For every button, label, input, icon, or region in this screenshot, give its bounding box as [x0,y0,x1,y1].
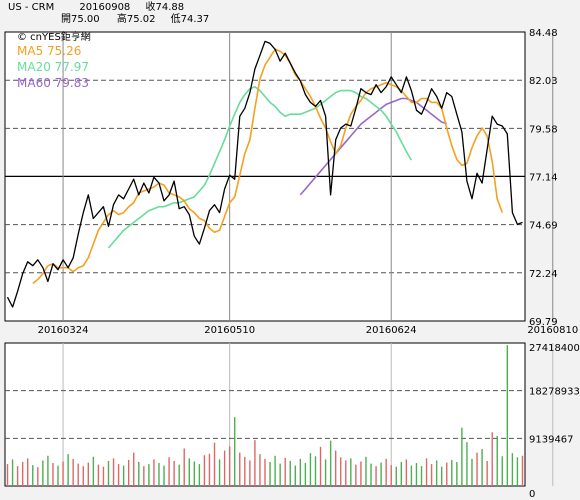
open-label: 開75.00 [61,14,100,25]
price-y-tick-label: 74.69 [529,221,558,232]
price-y-tick-label: 72.24 [529,269,558,280]
watermark-label: © cnYES鉅亨網 [17,32,91,43]
quote-header: US - CRM 20160908 收74.88 [8,2,184,14]
x-tick-label: 20160324 [38,325,89,336]
close-label: 收74.88 [145,2,185,13]
legend-ma20-label: MA20 77.97 [17,60,89,74]
date-label: 20160908 [79,2,131,13]
ma20-line [107,85,413,249]
volume-bars [6,345,524,486]
volume-y-tick-label: 18278933 [529,387,580,398]
high-label: 高75.02 [116,14,156,25]
price-x-axis: 20160324 20160510 20160624 20160810 [38,325,579,336]
volume-y-tick-label: 0 [529,489,535,500]
price-grid [5,32,554,321]
price-y-tick-label: 79.58 [529,124,558,135]
price-y-axis: 84.48 82.03 79.58 77.14 74.69 72.24 69.79 [529,28,558,328]
price-panel: 84.48 82.03 79.58 77.14 74.69 72.24 69.79 2016… [4,28,579,336]
price-series [6,40,523,308]
price-y-tick-label: 82.03 [529,76,558,87]
legend-ma60-label: MA60 79.83 [17,76,89,90]
price-y-tick-label: 69.79 [529,317,558,328]
close-line [6,40,523,308]
x-tick-label: 20160810 [527,325,578,336]
volume-y-axis: 27418400 18278933 9139467 0 [529,343,580,500]
x-tick-label: 20160624 [366,325,417,336]
ma60-line [299,97,447,196]
volume-y-tick-label: 27418400 [529,343,580,354]
legend-ma5-label: MA5 75.26 [17,44,82,58]
legend-ma60: MA60 79.83 [17,76,89,90]
symbol-label: US - CRM [8,2,55,13]
volume-panel: 27418400 18278933 9139467 0 [4,342,580,500]
price-y-tick-label: 84.48 [529,28,558,39]
ma5-line [32,48,504,285]
low-label: 低74.37 [170,14,210,25]
legend-ma5: MA5 75.26 [17,44,81,58]
quote-ohl: 開75.00 高75.02 低74.37 [61,14,209,26]
x-tick-label: 20160510 [204,325,255,336]
price-y-tick-label: 77.14 [529,172,558,183]
volume-y-tick-label: 9139467 [529,434,574,445]
legend-ma20: MA20 77.97 [17,60,89,74]
